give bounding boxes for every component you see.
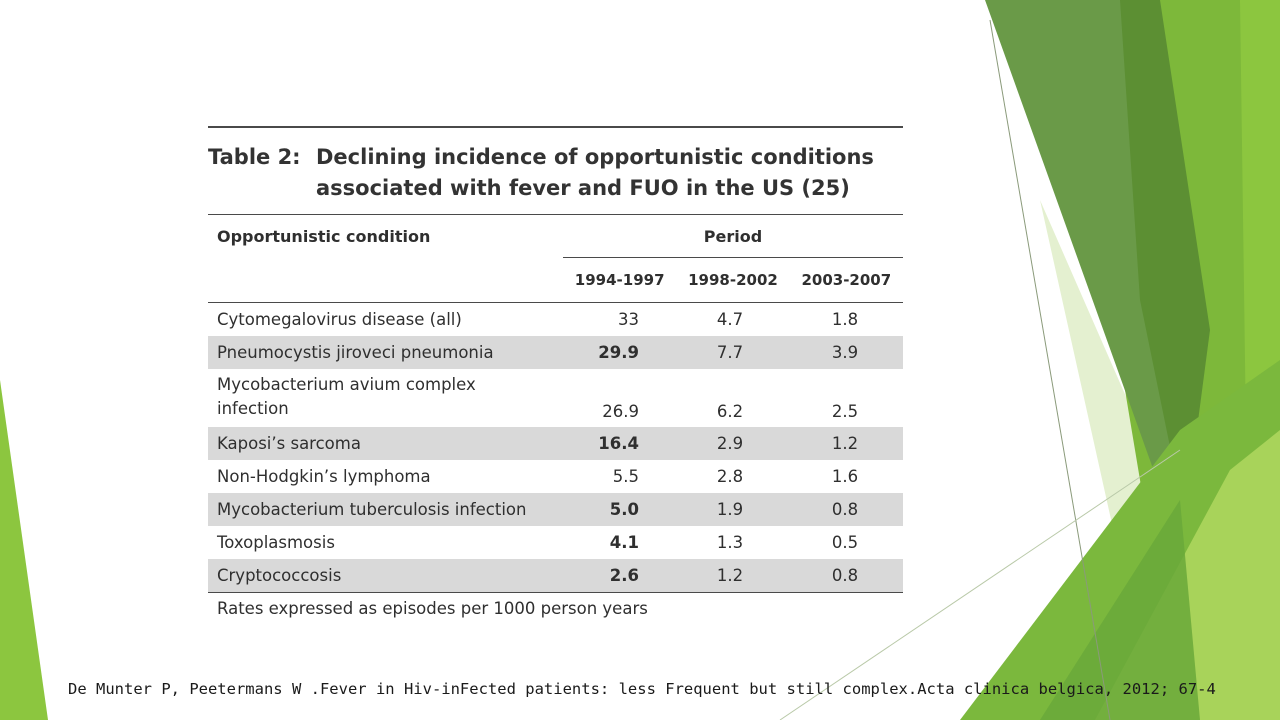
value-1998-2002: 1.2: [716, 566, 744, 585]
table-bottom-rule: [208, 592, 903, 593]
value-1994-1997: 29.9: [598, 343, 639, 362]
value-2003-2007: 2.5: [831, 402, 859, 421]
table-title-text: Declining incidence of opportunistic con…: [316, 142, 903, 204]
column-header-period: Period: [703, 226, 763, 246]
value-1998-2002: 2.8: [716, 467, 744, 486]
bottom-mid-facet: [1040, 500, 1200, 720]
condition-name: Mycobacterium tuberculosis infection: [217, 499, 527, 519]
table-footnote: Rates expressed as episodes per 1000 per…: [217, 599, 648, 618]
citation: De Munter P, Peetermans W .Fever in Hiv-…: [68, 680, 1216, 698]
value-1998-2002: 7.7: [716, 343, 744, 362]
value-1998-2002: 4.7: [716, 310, 744, 329]
value-2003-2007: 1.6: [831, 467, 859, 486]
value-2003-2007: 0.8: [831, 500, 859, 519]
years-header-row: 1994-1997 1998-2002 2003-2007: [208, 256, 903, 302]
table-row: Kaposi’s sarcoma 16.4 2.9 1.2: [208, 427, 903, 460]
value-1994-1997: 2.6: [609, 566, 639, 585]
table-row: Cryptococcosis 2.6 1.2 0.8: [208, 559, 903, 592]
header-row: Opportunistic condition Period: [208, 215, 903, 257]
table-label: Table 2:: [208, 145, 301, 169]
value-1994-1997: 5.5: [612, 467, 639, 486]
header-bottom-rule: [208, 302, 903, 303]
value-1998-2002: 1.9: [716, 500, 744, 519]
value-1994-1997: 5.0: [609, 500, 639, 519]
condition-name: Non-Hodgkin’s lymphoma: [217, 466, 431, 486]
table-row: Pneumocystis jiroveci pneumonia 29.9 7.7…: [208, 336, 903, 369]
thin-line-1: [989, 19, 1111, 720]
value-1998-2002: 1.3: [716, 533, 744, 552]
year-header: 1998-2002: [688, 271, 778, 289]
value-1998-2002: 6.2: [716, 402, 744, 421]
table-row: Mycobacterium tuberculosis infection 5.0…: [208, 493, 903, 526]
value-1994-1997: 4.1: [609, 533, 639, 552]
incidence-table: Table 2: Declining incidence of opportun…: [208, 126, 903, 618]
value-1994-1997: 16.4: [598, 434, 639, 453]
table-title-line-1: Declining incidence of opportunistic con…: [316, 145, 874, 169]
column-header-condition: Opportunistic condition: [217, 226, 431, 246]
value-1994-1997: 33: [618, 310, 639, 329]
value-2003-2007: 1.2: [831, 434, 859, 453]
condition-name: Cryptococcosis: [217, 565, 342, 585]
year-header: 2003-2007: [801, 271, 892, 289]
table-row: Cytomegalovirus disease (all) 33 4.7 1.8: [208, 303, 903, 336]
year-header: 1994-1997: [574, 271, 665, 289]
left-green-wedge: [0, 380, 48, 720]
value-2003-2007: 0.5: [831, 533, 859, 552]
table-row: Non-Hodgkin’s lymphoma 5.5 2.8 1.6: [208, 460, 903, 493]
condition-name: Toxoplasmosis: [217, 532, 335, 552]
table-top-rule: [208, 126, 903, 128]
darker-green-facet: [1120, 0, 1210, 520]
value-1998-2002: 2.9: [716, 434, 744, 453]
condition-name: Pneumocystis jiroveci pneumonia: [217, 342, 494, 362]
condition-name: Kaposi’s sarcoma: [217, 433, 361, 453]
table-title: Table 2: Declining incidence of opportun…: [208, 128, 903, 214]
value-2003-2007: 3.9: [831, 343, 859, 362]
condition-name: Cytomegalovirus disease (all): [217, 309, 462, 329]
condition-name: Mycobacterium avium complex infection: [217, 375, 476, 418]
thin-line-2: [779, 449, 1181, 720]
value-2003-2007: 0.8: [831, 566, 859, 585]
table-row: Mycobacterium avium complex infection 26…: [208, 369, 903, 427]
table-row: Toxoplasmosis 4.1 1.3 0.5: [208, 526, 903, 559]
value-2003-2007: 1.8: [831, 310, 859, 329]
value-1994-1997: 26.9: [602, 402, 639, 421]
table-title-line-2: associated with fever and FUO in the US …: [316, 176, 850, 200]
header-top-rule: [208, 214, 903, 215]
